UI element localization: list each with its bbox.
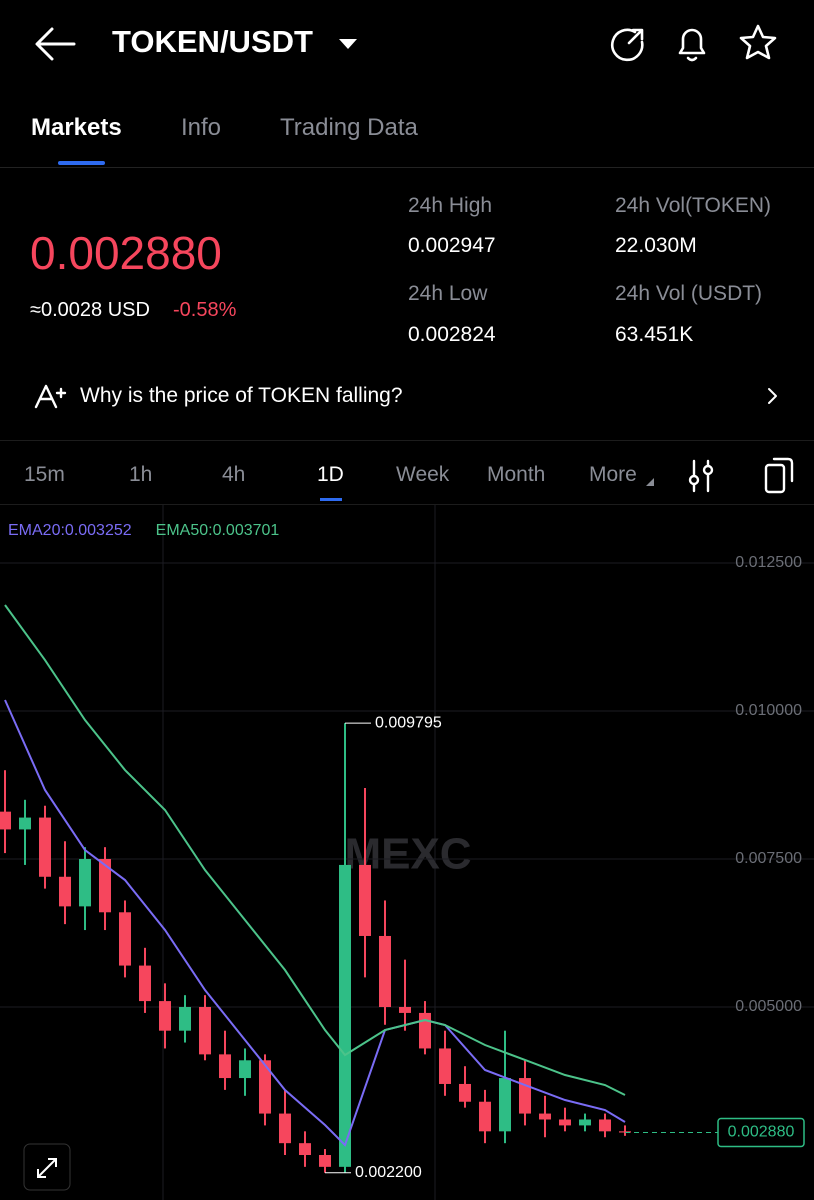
- last-price-box: [717, 1117, 805, 1148]
- price-change: -0.58%: [173, 299, 237, 321]
- candle-body: [119, 912, 131, 966]
- interval[interactable]: 15m: [24, 463, 65, 486]
- price-chart: MEXC 0.0050000.0075000.0100000.012500EMA…: [0, 505, 814, 1200]
- interval[interactable]: Month: [487, 463, 546, 486]
- candle-body: [379, 935, 391, 1008]
- tab-markets[interactable]: Markets: [31, 114, 122, 141]
- tab-underline: [58, 161, 105, 165]
- stat-label: 24h Low: [408, 282, 488, 305]
- candle-body: [359, 864, 371, 936]
- last-price-label: 0.002880: [728, 1124, 795, 1141]
- candle-body: [319, 1155, 331, 1167]
- interval-active[interactable]: 1D: [317, 463, 344, 486]
- ema-line: [4, 604, 626, 1096]
- candle-body: [0, 811, 11, 830]
- candle-body: [139, 965, 151, 1002]
- stat-value: 63.451K: [615, 323, 694, 346]
- high-marker-label: 0.009795: [375, 714, 442, 731]
- favorite-icon[interactable]: [737, 22, 779, 64]
- candle-body: [199, 1007, 211, 1055]
- candle-body: [339, 864, 351, 1167]
- pair-dropdown[interactable]: [337, 36, 359, 52]
- candle-body: [619, 1131, 631, 1133]
- candle-body: [399, 1007, 411, 1013]
- insight-link[interactable]: Why is the price of TOKEN falling?: [80, 384, 403, 407]
- candle-body: [19, 817, 31, 830]
- share-icon[interactable]: [608, 24, 648, 64]
- pair-title[interactable]: TOKEN/USDT: [112, 24, 313, 59]
- low-marker-label: 0.002200: [355, 1164, 422, 1181]
- interval-underline: [320, 498, 342, 501]
- chevron[interactable]: [765, 386, 781, 406]
- y-tick-label: 0.005000: [735, 998, 802, 1015]
- y-tick-label: 0.012500: [735, 554, 802, 571]
- usd-price: ≈0.0028 USD: [30, 299, 150, 321]
- ema-line: [4, 699, 626, 1147]
- alert-icon[interactable]: [672, 22, 712, 64]
- candle-body: [419, 1012, 431, 1049]
- divider: [0, 504, 814, 505]
- candle-body: [179, 1007, 191, 1031]
- candle-body: [59, 876, 71, 907]
- stat-value: 22.030M: [615, 234, 697, 257]
- interval[interactable]: 4h: [222, 463, 246, 486]
- candle-body: [279, 1113, 291, 1144]
- ai-icon: [34, 384, 67, 409]
- candle-body: [539, 1113, 551, 1120]
- stat-label: 24h High: [408, 194, 493, 217]
- y-tick-label: 0.007500: [735, 850, 802, 867]
- tab-info[interactable]: Info: [181, 114, 222, 141]
- legend-entry: EMA50:0.003701: [156, 522, 280, 539]
- candle-body: [99, 859, 111, 913]
- layout-toggle[interactable]: [762, 456, 796, 496]
- candle-body: [439, 1048, 451, 1084]
- interval-more[interactable]: More: [589, 463, 637, 486]
- stat-value: 0.002824: [408, 323, 496, 346]
- candle-body: [219, 1054, 231, 1079]
- candle-body: [79, 859, 91, 907]
- candle-body: [239, 1060, 251, 1079]
- divider: [0, 167, 814, 168]
- expand-button[interactable]: [23, 1143, 71, 1191]
- indicator-settings[interactable]: [686, 458, 716, 494]
- candle-body: [599, 1119, 611, 1132]
- divider: [0, 440, 814, 441]
- candle-body: [559, 1119, 571, 1126]
- last-price: 0.002880: [30, 227, 222, 279]
- y-tick-label: 0.010000: [735, 702, 802, 719]
- candle-body: [299, 1143, 311, 1156]
- interval[interactable]: Week: [396, 463, 450, 486]
- back-button[interactable]: [30, 22, 80, 66]
- candle-body: [579, 1119, 591, 1126]
- tab-trading-data[interactable]: Trading Data: [280, 114, 418, 141]
- stat-label: 24h Vol (USDT): [615, 282, 763, 305]
- stat-value: 0.002947: [408, 234, 496, 257]
- candle-body: [479, 1101, 491, 1132]
- more-caret: [646, 478, 654, 486]
- candle-body: [259, 1060, 271, 1114]
- expand-icon[interactable]: [37, 1158, 57, 1178]
- candle-body: [499, 1078, 511, 1132]
- interval[interactable]: 1h: [129, 463, 153, 486]
- legend-entry: EMA20:0.003252: [8, 522, 132, 539]
- candle-body: [459, 1083, 471, 1102]
- candle-body: [159, 1001, 171, 1031]
- candle-body: [39, 817, 51, 877]
- stat-label: 24h Vol(TOKEN): [615, 194, 772, 217]
